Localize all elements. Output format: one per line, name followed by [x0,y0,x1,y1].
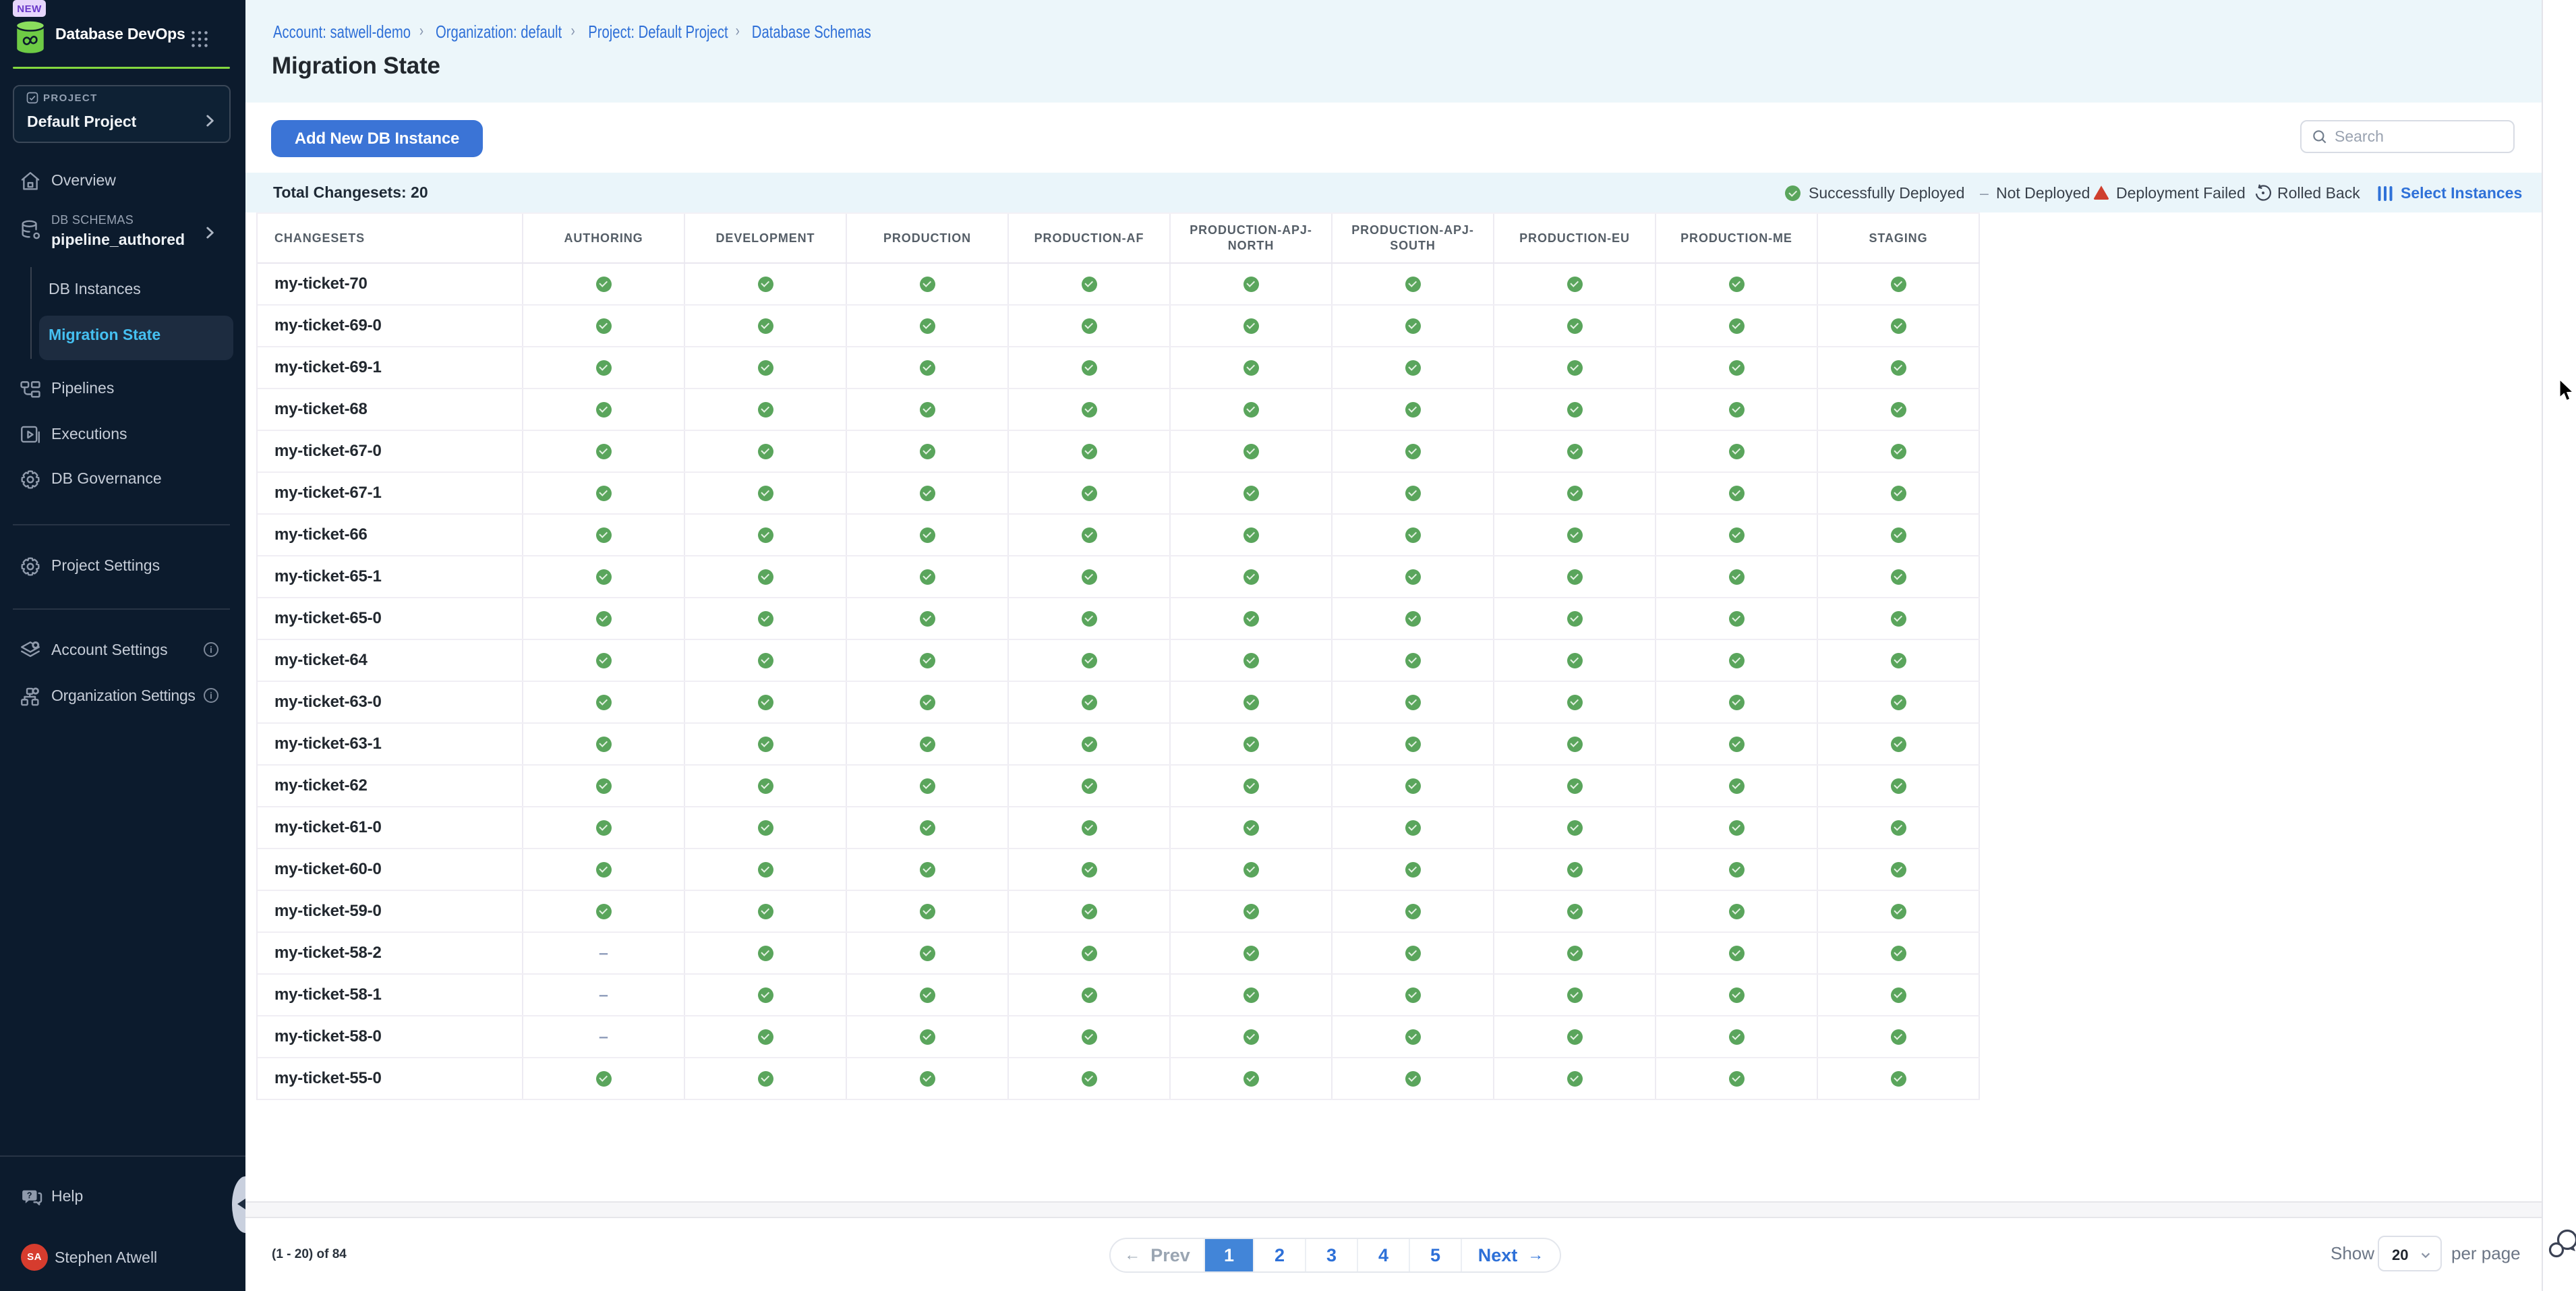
svg-text:?: ? [27,1190,32,1201]
